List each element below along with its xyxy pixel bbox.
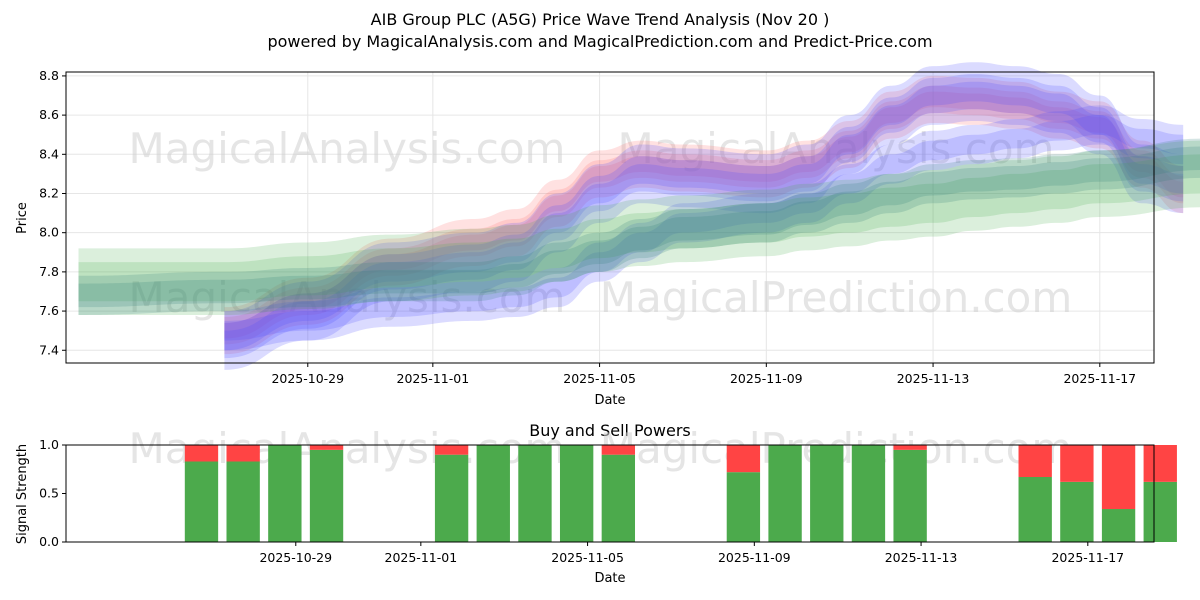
series-band-4-0 bbox=[78, 138, 1200, 315]
buy-bar bbox=[226, 461, 260, 542]
signal-ytick-label: 0.5 bbox=[39, 486, 59, 501]
price-plot: MagicalAnalysis.com MagicalAnalysis.com … bbox=[15, 62, 1200, 408]
buy-bar bbox=[893, 449, 927, 542]
signal-xtick-label: 2025-11-17 bbox=[1051, 550, 1124, 565]
watermark-mid-right: MagicalPrediction.com bbox=[600, 273, 1073, 322]
price-xtick-label: 2025-10-29 bbox=[271, 371, 344, 386]
price-xtick-label: 2025-11-09 bbox=[730, 371, 803, 386]
price-ylabel: Price bbox=[15, 202, 30, 234]
series-band-0-0 bbox=[224, 75, 1184, 355]
buy-bar bbox=[559, 445, 594, 542]
signal-xtick-label: 2025-11-13 bbox=[885, 550, 958, 565]
buy-bar bbox=[309, 449, 344, 542]
series-band-2-0 bbox=[224, 105, 1184, 351]
price-xlabel: Date bbox=[594, 393, 625, 408]
price-ytick-label: 7.8 bbox=[39, 264, 59, 279]
buy-bar bbox=[810, 445, 844, 542]
chart-title: AIB Group PLC (A5G) Price Wave Trend Ana… bbox=[371, 10, 830, 29]
watermark-mid-left: MagicalAnalysis.com bbox=[129, 273, 566, 322]
sell-bar bbox=[1101, 445, 1136, 510]
series-band-0-1 bbox=[224, 85, 1184, 345]
buy-bar bbox=[1018, 477, 1052, 542]
sell-bar bbox=[893, 445, 927, 450]
buy-bar bbox=[268, 445, 302, 542]
sell-bar bbox=[434, 445, 469, 455]
buy-bar bbox=[1101, 509, 1136, 542]
price-grid bbox=[66, 72, 1154, 363]
sell-bar bbox=[1060, 445, 1094, 482]
signal-ytick-label: 1.0 bbox=[39, 437, 59, 452]
sell-bar bbox=[226, 445, 260, 462]
buy-bar bbox=[726, 472, 761, 542]
price-ytick-label: 7.4 bbox=[39, 342, 59, 357]
sell-bar bbox=[726, 445, 761, 473]
price-ytick-label: 8.8 bbox=[39, 68, 59, 83]
price-ticks: 7.4 7.6 7.8 8.0 8.2 8.4 8.6 8.8 2025-10-29 2025-1… bbox=[39, 68, 1136, 386]
sell-bar bbox=[184, 445, 219, 462]
buy-bar bbox=[1060, 481, 1094, 542]
buy-bar bbox=[768, 445, 802, 542]
buy-bar bbox=[518, 445, 552, 542]
signal-xlabel: Date bbox=[594, 571, 625, 586]
signal-bars bbox=[184, 445, 1177, 542]
series-band-4-1 bbox=[78, 146, 1200, 308]
signal-ytick-label: 0.0 bbox=[39, 534, 59, 549]
price-xtick-label: 2025-11-13 bbox=[897, 371, 970, 386]
signal-xtick-label: 2025-10-29 bbox=[259, 550, 332, 565]
series-band-3-1 bbox=[78, 154, 1200, 302]
price-series bbox=[78, 62, 1200, 370]
signal-xtick-label: 2025-11-01 bbox=[385, 550, 458, 565]
buy-bar bbox=[851, 445, 886, 542]
price-ytick-label: 8.4 bbox=[39, 146, 59, 161]
buy-bar bbox=[184, 461, 219, 542]
price-xtick-label: 2025-11-05 bbox=[563, 371, 636, 386]
signal-title: Buy and Sell Powers bbox=[529, 421, 691, 440]
buy-bar bbox=[434, 454, 469, 542]
series-band-0-2 bbox=[224, 91, 1184, 339]
price-ytick-label: 8.6 bbox=[39, 107, 59, 122]
signal-ylabel: Signal Strength bbox=[15, 444, 30, 544]
price-plot-frame bbox=[65, 71, 1155, 364]
series-band-1-0 bbox=[224, 62, 1184, 370]
buy-bar bbox=[601, 454, 636, 542]
price-xtick-label: 2025-11-01 bbox=[397, 371, 470, 386]
watermark-top-left: MagicalAnalysis.com bbox=[129, 124, 566, 173]
price-ytick-label: 8.0 bbox=[39, 225, 59, 240]
sell-bar bbox=[1018, 445, 1052, 478]
signal-ticks: 0.0 0.5 1.0 2025-10-29 2025-11-01 2025-11-05 2… bbox=[39, 437, 1124, 565]
price-ytick-label: 7.6 bbox=[39, 303, 59, 318]
sell-bar bbox=[309, 445, 344, 450]
sell-bar bbox=[1143, 445, 1177, 482]
chart-subtitle: powered by MagicalAnalysis.com and Magic… bbox=[267, 32, 932, 51]
series-band-2-1 bbox=[224, 115, 1184, 341]
signal-xtick-label: 2025-11-09 bbox=[718, 550, 791, 565]
buy-bar bbox=[476, 445, 510, 542]
price-ytick-label: 8.2 bbox=[39, 185, 59, 200]
series-band-3-0 bbox=[78, 140, 1200, 315]
sell-bar bbox=[601, 445, 636, 455]
signal-xtick-label: 2025-11-05 bbox=[551, 550, 624, 565]
price-xtick-label: 2025-11-17 bbox=[1063, 371, 1136, 386]
signal-plot: Buy and Sell Powers MagicalAnalysis.com … bbox=[15, 421, 1177, 586]
watermark-top-right: MagicalAnalysis.com bbox=[618, 124, 1055, 173]
buy-bar bbox=[1143, 481, 1177, 542]
